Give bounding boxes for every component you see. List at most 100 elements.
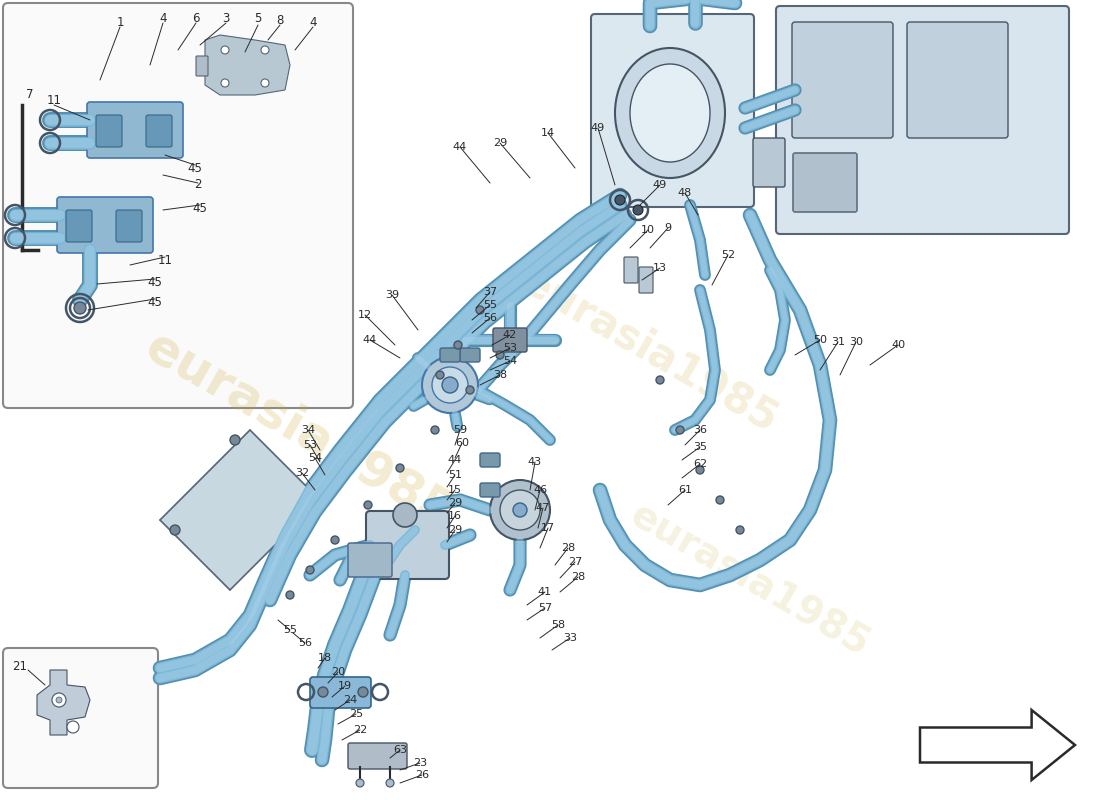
Text: 28: 28	[561, 543, 575, 553]
Text: 18: 18	[318, 653, 332, 663]
FancyBboxPatch shape	[793, 153, 857, 212]
Ellipse shape	[615, 48, 725, 178]
Text: 54: 54	[503, 356, 517, 366]
Text: 42: 42	[503, 330, 517, 340]
FancyBboxPatch shape	[591, 14, 754, 207]
Text: 10: 10	[641, 225, 654, 235]
Circle shape	[356, 779, 364, 787]
Circle shape	[476, 306, 484, 314]
Text: 21: 21	[12, 661, 28, 674]
Circle shape	[331, 536, 339, 544]
Circle shape	[358, 687, 368, 697]
Circle shape	[615, 195, 625, 205]
Circle shape	[386, 779, 394, 787]
FancyBboxPatch shape	[196, 56, 208, 76]
Polygon shape	[160, 430, 320, 590]
Text: 41: 41	[538, 587, 552, 597]
Text: 11: 11	[46, 94, 62, 106]
Polygon shape	[920, 710, 1075, 780]
Text: 8: 8	[276, 14, 284, 26]
FancyBboxPatch shape	[348, 743, 407, 769]
Text: 47: 47	[536, 503, 550, 513]
Text: 17: 17	[541, 523, 556, 533]
Text: 15: 15	[448, 485, 462, 495]
FancyBboxPatch shape	[776, 6, 1069, 234]
Text: 53: 53	[503, 343, 517, 353]
Text: 35: 35	[693, 442, 707, 452]
Text: 27: 27	[568, 557, 582, 567]
Text: 29: 29	[448, 498, 462, 508]
Text: 46: 46	[532, 485, 547, 495]
Circle shape	[364, 501, 372, 509]
Circle shape	[466, 386, 474, 394]
Text: 49: 49	[653, 180, 667, 190]
Text: 4: 4	[309, 15, 317, 29]
Text: 31: 31	[830, 337, 845, 347]
Text: 56: 56	[483, 313, 497, 323]
Circle shape	[432, 367, 468, 403]
FancyBboxPatch shape	[87, 102, 183, 158]
FancyBboxPatch shape	[908, 22, 1008, 138]
Text: 52: 52	[720, 250, 735, 260]
Text: 45: 45	[147, 275, 163, 289]
FancyBboxPatch shape	[348, 543, 392, 577]
Text: 55: 55	[483, 300, 497, 310]
Circle shape	[261, 79, 270, 87]
Text: 36: 36	[693, 425, 707, 435]
FancyBboxPatch shape	[57, 197, 153, 253]
Text: 33: 33	[563, 633, 578, 643]
FancyBboxPatch shape	[310, 677, 371, 708]
FancyBboxPatch shape	[3, 648, 158, 788]
FancyBboxPatch shape	[96, 115, 122, 147]
Text: 50: 50	[813, 335, 827, 345]
Circle shape	[436, 371, 444, 379]
Circle shape	[52, 693, 66, 707]
Circle shape	[422, 357, 478, 413]
Text: 38: 38	[493, 370, 507, 380]
FancyBboxPatch shape	[639, 267, 653, 293]
Text: 39: 39	[385, 290, 399, 300]
Text: 29: 29	[448, 525, 462, 535]
Text: 53: 53	[302, 440, 317, 450]
FancyBboxPatch shape	[146, 115, 172, 147]
Ellipse shape	[630, 64, 710, 162]
Text: 9: 9	[664, 223, 672, 233]
Text: 44: 44	[453, 142, 468, 152]
FancyBboxPatch shape	[3, 3, 353, 408]
Text: 25: 25	[349, 709, 363, 719]
Circle shape	[632, 205, 644, 215]
FancyBboxPatch shape	[624, 257, 638, 283]
Text: 44: 44	[363, 335, 377, 345]
Text: 13: 13	[653, 263, 667, 273]
Circle shape	[656, 376, 664, 384]
Circle shape	[736, 526, 744, 534]
Text: 62: 62	[693, 459, 707, 469]
Circle shape	[496, 351, 504, 359]
Text: 14: 14	[541, 128, 556, 138]
Text: 58: 58	[551, 620, 565, 630]
Polygon shape	[205, 35, 290, 95]
Circle shape	[716, 496, 724, 504]
Text: 23: 23	[412, 758, 427, 768]
Text: 51: 51	[448, 470, 462, 480]
Text: eurasia1985: eurasia1985	[138, 322, 463, 538]
Text: 19: 19	[338, 681, 352, 691]
Circle shape	[306, 566, 313, 574]
Text: 61: 61	[678, 485, 692, 495]
Circle shape	[500, 490, 540, 530]
Circle shape	[230, 435, 240, 445]
Text: 55: 55	[283, 625, 297, 635]
FancyBboxPatch shape	[460, 348, 480, 362]
Text: 26: 26	[415, 770, 429, 780]
Circle shape	[676, 426, 684, 434]
Text: 22: 22	[353, 725, 367, 735]
Text: 59: 59	[453, 425, 468, 435]
FancyBboxPatch shape	[480, 453, 501, 467]
Text: 43: 43	[528, 457, 542, 467]
Text: 63: 63	[393, 745, 407, 755]
Circle shape	[286, 591, 294, 599]
Circle shape	[318, 687, 328, 697]
Text: 44: 44	[448, 455, 462, 465]
FancyBboxPatch shape	[480, 483, 501, 497]
Text: 7: 7	[26, 89, 34, 102]
